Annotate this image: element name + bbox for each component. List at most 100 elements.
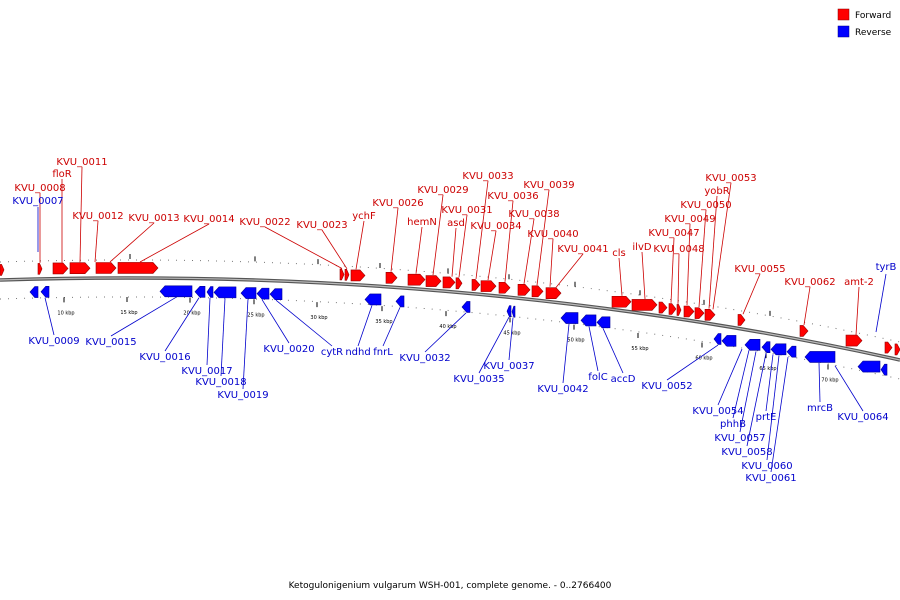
reverse-gene-block-14 — [560, 312, 579, 324]
forward-gene-label-amt-2: amt-2 — [844, 277, 874, 288]
reverse-gene-block-24 — [857, 360, 881, 373]
forward-gene-label-kvu-0014: KVU_0014 — [183, 214, 234, 225]
reverse-gene-label-ndhd: ndhd — [345, 347, 370, 358]
forward-gene-leader-amt-2 — [855, 286, 860, 335]
reverse-gene-block-16 — [596, 316, 611, 329]
reverse-gene-leader-kvu-0035 — [478, 317, 510, 374]
forward-gene-leader-asd — [451, 227, 457, 277]
forward-gene-block-27 — [704, 308, 716, 321]
forward-gene-block-16 — [498, 281, 511, 294]
legend-forward-label: Forward — [855, 11, 891, 21]
forward-gene-block-1 — [37, 263, 43, 275]
forward-gene-label-flor: floR — [52, 169, 71, 180]
reverse-gene-label-kvu-0060: KVU_0060 — [741, 461, 792, 472]
forward-gene-label-kvu-0062: KVU_0062 — [784, 277, 835, 288]
reverse-gene-label-kvu-0018: KVU_0018 — [195, 377, 246, 388]
forward-gene-label-kvu-0023: KVU_0023 — [296, 220, 347, 231]
reverse-gene-block-9 — [364, 293, 382, 306]
forward-gene-leader-kvu-0022 — [264, 226, 343, 269]
forward-gene-label-kvu-0041: KVU_0041 — [557, 244, 608, 255]
forward-gene-block-0 — [0, 264, 5, 276]
forward-gene-label-kvu-0036: KVU_0036 — [487, 191, 538, 202]
reverse-gene-block-1 — [40, 285, 50, 298]
forward-gene-label-kvu-0039: KVU_0039 — [523, 180, 574, 191]
reverse-gene-label-kvu-0032: KVU_0032 — [399, 353, 450, 364]
forward-gene-leader-kvu-0013 — [109, 222, 155, 263]
forward-gene-label-ilvd: ilvD — [632, 242, 651, 253]
forward-gene-block-7 — [344, 268, 350, 281]
reverse-gene-leader-kvu-0061 — [770, 357, 789, 473]
reverse-gene-label-kvu-0017: KVU_0017 — [181, 366, 232, 377]
forward-gene-leader-kvu-0011 — [79, 166, 83, 263]
reverse-gene-leader-kvu-0018 — [220, 298, 226, 377]
forward-gene-block-19 — [545, 287, 562, 299]
forward-gene-label-asd: asd — [447, 218, 465, 229]
forward-gene-block-15 — [480, 280, 497, 292]
scale-tick-label: 55 kbp — [631, 346, 648, 352]
reverse-gene-leader-phhb — [732, 350, 750, 419]
forward-gene-label-kvu-0026: KVU_0026 — [372, 198, 423, 209]
forward-gene-leader-kvu-0026 — [390, 207, 399, 272]
reverse-gene-leader-folc — [588, 326, 599, 372]
forward-gene-block-30 — [845, 334, 863, 347]
scale-ticks: 10 kbp 15 kbp 20 kbp 25 kbp 30 kbp 35 kbp 40 k… — [57, 253, 839, 384]
forward-gene-block-9 — [385, 271, 398, 284]
forward-gene-label-kvu-0011: KVU_0011 — [56, 157, 107, 168]
forward-gene-label-kvu-0055: KVU_0055 — [734, 264, 785, 275]
reverse-gene-leader-kvu-0032 — [424, 312, 467, 353]
reverse-gene-block-4 — [206, 286, 214, 298]
reverse-gene-label-cytr: cytR — [321, 347, 343, 358]
reverse-gene-block-23 — [804, 351, 836, 363]
forward-gene-label-kvu-0049: KVU_0049 — [664, 214, 715, 225]
forward-gene-leader-kvu-0039 — [536, 189, 550, 286]
forward-gene-label-kvu-0047: KVU_0047 — [648, 228, 699, 239]
reverse-gene-leader-kvu-0057 — [739, 351, 757, 433]
reverse-gene-block-25 — [880, 363, 888, 376]
forward-gene-leader-hemn — [415, 226, 423, 274]
reverse-gene-label-folc: folC — [588, 372, 607, 383]
forward-gene-leader-kvu-0055 — [742, 273, 761, 315]
scale-tick-label: 70 kbp — [821, 378, 838, 384]
forward-gene-label-kvu-0008: KVU_0008 — [14, 183, 65, 194]
reverse-gene-block-22 — [786, 345, 797, 358]
forward-gene-block-28 — [737, 314, 746, 326]
forward-gene-block-32 — [894, 343, 900, 356]
reverse-gene-block-21 — [770, 343, 787, 356]
reverse-gene-label-tyrb: tyrB — [876, 262, 897, 273]
reverse-gene-leader-accd — [602, 328, 624, 374]
reverse-gene-label-kvu-0007: KVU_0007 — [12, 196, 63, 207]
forward-gene-block-23 — [668, 303, 677, 315]
forward-gene-block-5 — [117, 262, 159, 274]
reverse-gene-label-kvu-0058: KVU_0058 — [721, 447, 772, 458]
reverse-gene-label-kvu-0037: KVU_0037 — [483, 361, 534, 372]
forward-gene-leader-kvu-0031 — [458, 214, 468, 278]
reverse-gene-block-19 — [744, 339, 761, 351]
reverse-gene-block-5 — [213, 286, 237, 299]
forward-gene-block-10 — [407, 273, 426, 286]
forward-gene-label-kvu-0053: KVU_0053 — [705, 173, 756, 184]
genome-backbone-highlight — [0, 277, 900, 361]
reverse-gene-label-kvu-0019: KVU_0019 — [217, 390, 268, 401]
forward-gene-leader-kvu-0033 — [475, 180, 489, 279]
forward-gene-leader-kvu-0040 — [549, 238, 554, 287]
forward-gene-block-11 — [425, 275, 442, 287]
reverse-gene-label-prte: prtE — [756, 412, 777, 423]
reverse-gene-block-3 — [194, 285, 206, 298]
forward-gene-label-cls: cls — [612, 248, 626, 259]
reverse-gene-block-11 — [461, 301, 471, 313]
forward-gene-leader-kvu-0047 — [670, 237, 675, 303]
forward-gene-leader-kvu-0048 — [677, 253, 680, 304]
reverse-gene-label-kvu-0016: KVU_0016 — [139, 352, 190, 363]
reverse-gene-label-kvu-0020: KVU_0020 — [263, 344, 314, 355]
forward-gene-leader-kvu-0023 — [321, 229, 348, 270]
reverse-gene-leader-kvu-0042 — [562, 323, 570, 384]
reverse-gene-label-fnrl: fnrL — [373, 347, 393, 358]
forward-gene-label-hemn: hemN — [407, 217, 437, 228]
reverse-gene-block-17 — [713, 333, 722, 345]
reverse-gene-leader-kvu-0020 — [261, 299, 290, 344]
scale-tick-label: 65 kbp — [759, 366, 776, 372]
legend-reverse-swatch — [837, 25, 850, 38]
reverse-gene-block-15 — [580, 314, 597, 327]
reverse-gene-leader-mrcb — [818, 362, 821, 403]
